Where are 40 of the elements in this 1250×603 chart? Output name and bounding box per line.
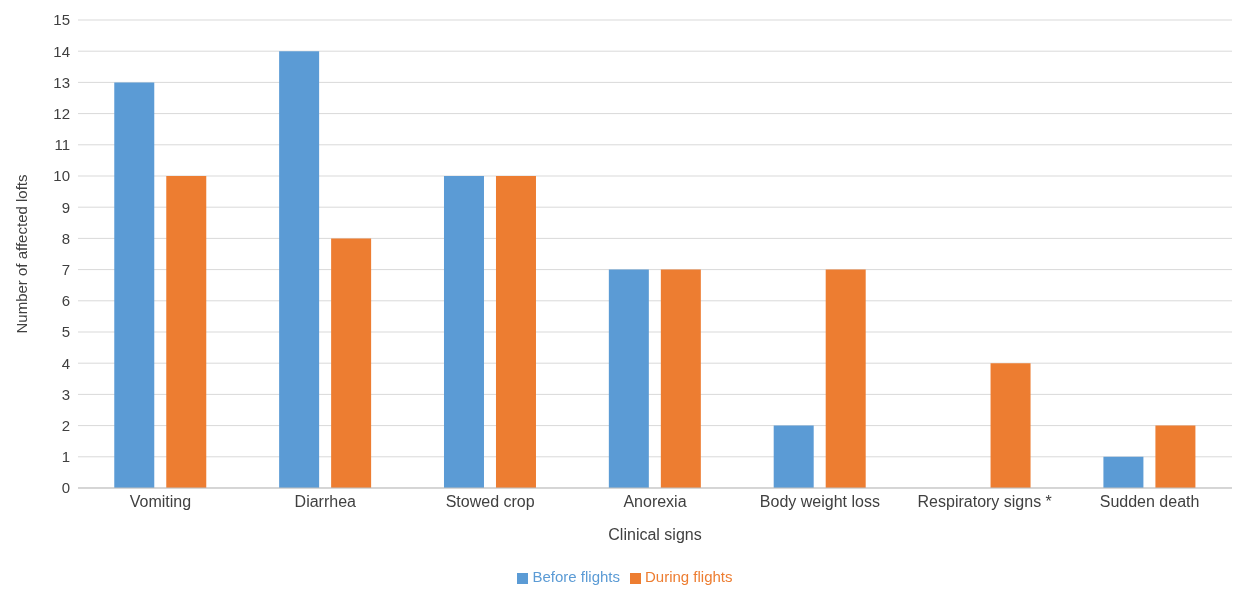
bar	[660, 269, 701, 488]
x-axis-title: Clinical signs	[608, 526, 702, 543]
y-tick-label: 14	[53, 42, 70, 60]
y-axis-title: Number of affected lofts	[13, 174, 31, 334]
y-tick-label: 11	[54, 136, 70, 154]
y-tick-label: 7	[61, 260, 70, 278]
y-tick-label: 10	[53, 167, 70, 185]
bar	[608, 269, 649, 488]
y-tick-label: 9	[61, 198, 70, 216]
y-tick-label: 0	[61, 479, 70, 497]
legend-label: Before flights	[532, 568, 620, 585]
bar	[166, 176, 207, 488]
y-tick-label: 3	[61, 385, 70, 403]
bar	[443, 176, 484, 488]
x-tick-label: Sudden death	[1099, 493, 1200, 511]
y-tick-label: 2	[61, 416, 70, 434]
y-tick-label: 12	[53, 104, 70, 122]
x-tick-label: Body weight loss	[759, 493, 880, 511]
x-tick-label: Vomiting	[129, 493, 192, 511]
x-tick-label: Stowed crop	[445, 493, 535, 511]
bar	[1155, 425, 1196, 488]
y-tick-label: 13	[53, 73, 70, 91]
bar	[773, 425, 814, 488]
bar	[495, 176, 536, 488]
x-tick-label: Respiratory signs *	[917, 493, 1052, 511]
y-tick-label: 1	[61, 448, 70, 466]
bar	[114, 82, 155, 488]
bar	[990, 363, 1031, 488]
y-tick-label: 4	[61, 354, 70, 372]
bar	[1103, 456, 1144, 488]
y-tick-label: 5	[61, 323, 70, 341]
y-tick-label: 15	[53, 11, 70, 29]
legend-label: During flights	[645, 568, 733, 585]
bar	[825, 269, 866, 488]
y-tick-label: 6	[61, 292, 70, 310]
bar	[279, 51, 320, 488]
x-tick-label: Diarrhea	[294, 493, 357, 511]
x-tick-label: Anorexia	[623, 493, 687, 511]
bar	[331, 238, 372, 488]
y-tick-label: 8	[61, 229, 70, 247]
